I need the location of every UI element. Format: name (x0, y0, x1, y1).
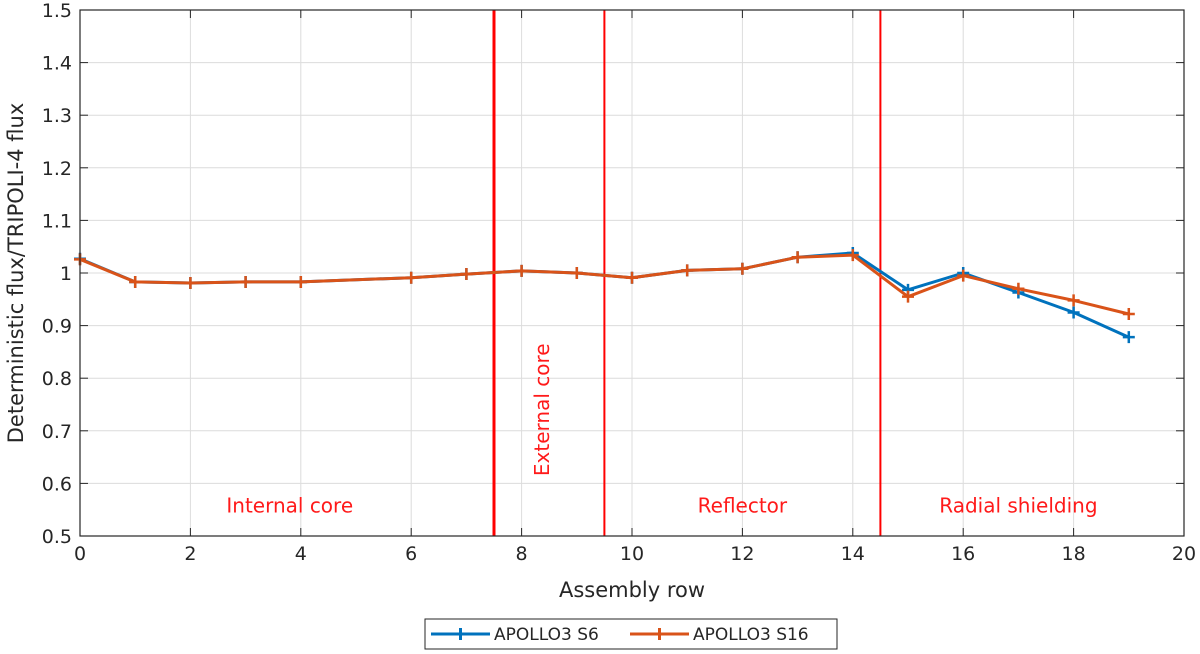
data-point (957, 269, 970, 282)
region-annotations: Internal core External core Reflector Radia… (226, 343, 1097, 517)
y-tick-label: 0.9 (42, 316, 72, 338)
legend-marker-apollo3-s16 (653, 628, 666, 640)
data-point (902, 290, 914, 303)
y-tick-label: 1.1 (42, 210, 72, 232)
data-point (1012, 282, 1025, 295)
y-tick-label: 0.5 (42, 526, 72, 548)
x-tick-label: 20 (1172, 543, 1196, 565)
data-point (239, 275, 252, 288)
x-tick-label: 4 (295, 543, 307, 565)
y-tick-label: 1.3 (42, 105, 72, 127)
region-label: External core (530, 343, 554, 476)
data-point (681, 264, 694, 277)
series-apollo3-s16 (74, 249, 1135, 321)
region-label: Reflector (698, 493, 788, 517)
x-tick-label: 16 (951, 543, 975, 565)
data-point (846, 249, 859, 262)
y-tick-label: 1 (60, 263, 72, 285)
legend-marker-apollo3-s6 (454, 628, 467, 640)
data-point (791, 251, 804, 264)
legend-label-apollo3-s16: APOLLO3 S16 (693, 625, 809, 645)
x-tick-label: 12 (730, 543, 754, 565)
y-tick-label: 1.5 (42, 0, 72, 22)
data-point (1122, 308, 1135, 321)
data-point (460, 268, 473, 281)
y-tick-label: 0.8 (42, 368, 72, 390)
legend-label-apollo3-s6: APOLLO3 S6 (494, 625, 599, 645)
data-point (405, 271, 418, 284)
data-point (294, 275, 307, 288)
x-tick-label: 2 (184, 543, 196, 565)
region-label: Internal core (226, 493, 353, 517)
data-point (515, 264, 528, 277)
data-point (570, 267, 583, 279)
data-point (1067, 306, 1080, 319)
data-series (74, 247, 1135, 344)
y-tick-label: 1.4 (42, 53, 72, 75)
data-point (626, 271, 638, 284)
x-tick-label: 10 (620, 543, 644, 565)
region-label: Radial shielding (939, 493, 1097, 517)
y-tick-label: 0.6 (42, 473, 72, 495)
x-tick-label: 14 (841, 543, 865, 565)
data-point (129, 275, 142, 288)
x-tick-label: 8 (516, 543, 528, 565)
y-axis-title: Deterministic flux/TRIPOLI-4 flux (4, 103, 28, 444)
data-point (184, 276, 197, 289)
data-point (1122, 331, 1135, 344)
y-tick-label: 1.2 (42, 158, 72, 180)
x-tick-label: 0 (74, 543, 86, 565)
x-axis-title: Assembly row (559, 578, 705, 602)
axis-ticks: 0 2 4 6 8 10 12 14 16 18 20 0.5 0.6 0.7 0.8 0.9 1 1.1 1.2 1… (42, 0, 1196, 565)
y-tick-label: 0.7 (42, 421, 72, 443)
data-point (736, 262, 749, 275)
data-point (1067, 294, 1080, 307)
x-tick-label: 6 (405, 543, 417, 565)
x-tick-label: 18 (1062, 543, 1086, 565)
legend: APOLLO3 S6 APOLLO3 S16 (424, 618, 838, 650)
